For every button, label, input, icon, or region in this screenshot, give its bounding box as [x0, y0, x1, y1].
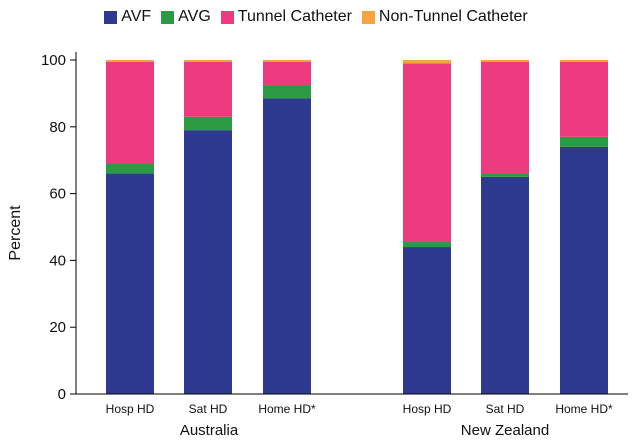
bar-segment — [481, 60, 529, 62]
legend-item: AVF — [104, 8, 151, 26]
bar-segment — [403, 63, 451, 243]
bar-segment — [263, 85, 311, 99]
x-tick-label: Sat HD — [486, 402, 525, 416]
bar-segment — [263, 60, 311, 62]
bar-segment — [403, 242, 451, 248]
y-tick-label: 100 — [41, 52, 66, 69]
legend-item: Non-Tunnel Catheter — [361, 8, 528, 26]
y-tick-label: 80 — [49, 119, 66, 136]
group-label: Australia — [180, 422, 239, 439]
bar-segment — [106, 61, 154, 164]
bar-segment — [481, 176, 529, 394]
x-tick-label: Hosp HD — [403, 402, 452, 416]
legend-label: Non-Tunnel Catheter — [378, 8, 528, 25]
legend-label: AVG — [178, 8, 211, 25]
x-tick-label: Home HD* — [258, 402, 316, 416]
bar-segment — [481, 173, 529, 177]
bar-segment — [184, 61, 232, 117]
legend-swatch — [104, 10, 118, 24]
bar-segment — [106, 163, 154, 174]
legend-swatch — [361, 10, 375, 24]
bar-segment — [560, 60, 608, 62]
legend-item: Tunnel Catheter — [220, 8, 352, 26]
y-tick-label: 60 — [49, 186, 66, 203]
bar-segment — [560, 136, 608, 147]
bar-segment — [481, 61, 529, 174]
bar-segment — [263, 98, 311, 394]
legend-label: AVF — [121, 8, 152, 25]
x-tick-label: Hosp HD — [106, 402, 155, 416]
legend-item: AVG — [161, 8, 211, 26]
bar-segment — [184, 116, 232, 131]
legend-swatch — [220, 10, 234, 24]
bar-segment — [106, 60, 154, 62]
bar-segment — [184, 130, 232, 394]
y-axis-title: Percent — [7, 205, 24, 261]
bar-segment — [403, 60, 451, 64]
bar-segment — [560, 61, 608, 137]
y-tick-label: 0 — [58, 386, 66, 403]
y-tick-label: 20 — [49, 319, 66, 336]
chart-legend: AVF AVG Tunnel Catheter Non-Tunnel Catheter — [0, 8, 632, 26]
bar-segment — [184, 60, 232, 62]
y-tick-label: 40 — [49, 252, 66, 269]
bar-segment — [403, 247, 451, 394]
bar-segment — [106, 173, 154, 394]
group-label: New Zealand — [461, 422, 549, 439]
x-tick-label: Sat HD — [189, 402, 228, 416]
bar-segment — [560, 146, 608, 394]
bar-segment — [263, 61, 311, 86]
legend-label: Tunnel Catheter — [237, 8, 352, 25]
legend-swatch — [161, 10, 175, 24]
x-tick-label: Home HD* — [555, 402, 613, 416]
